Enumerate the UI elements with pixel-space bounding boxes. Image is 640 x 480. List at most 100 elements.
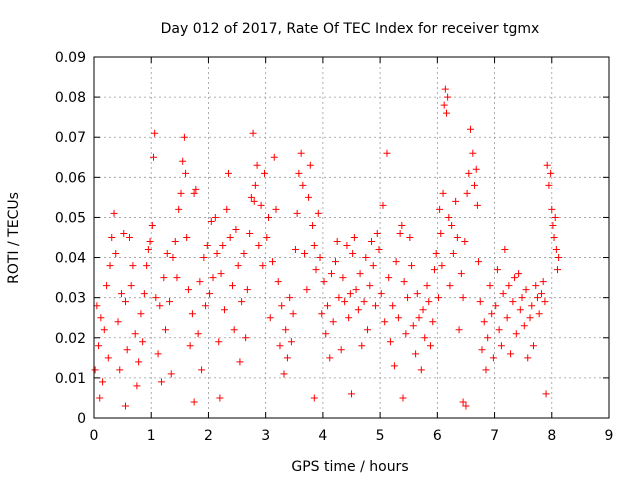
data-point [547,169,555,177]
data-point [167,370,175,378]
data-point [430,266,438,274]
x-tick-label: 4 [318,428,327,444]
data-point [337,346,345,354]
data-point [217,270,225,278]
data-point [303,286,311,294]
data-point [129,262,137,270]
data-point [352,286,360,294]
data-point [266,314,274,322]
data-point [312,266,320,274]
data-point [125,234,133,241]
data-point [398,221,406,229]
data-point [326,354,334,362]
data-point [194,330,202,338]
data-point [493,266,501,274]
data-point [287,338,295,346]
data-point [356,270,364,278]
data-point [286,294,294,302]
data-point [182,169,190,177]
data-point [184,286,192,294]
data-point [482,366,490,374]
data-point [108,234,116,241]
data-point [555,254,563,262]
data-point [452,197,460,205]
data-point [104,354,112,362]
data-point [545,181,553,189]
data-point [143,262,151,270]
data-point [110,209,118,217]
data-point [158,378,166,386]
data-point [322,330,330,338]
data-point [385,274,393,282]
data-point [200,254,208,262]
data-point [97,314,105,322]
data-point [234,262,242,270]
data-point [445,213,453,221]
data-point [341,298,349,306]
data-point [471,181,479,189]
data-point [402,330,410,338]
data-point [190,189,198,197]
data-point [457,270,465,278]
data-point [473,201,481,209]
data-point [112,250,120,258]
x-tick-label: 7 [490,428,499,444]
data-point [455,326,463,334]
data-point [373,229,381,237]
data-point [467,125,475,133]
data-point [552,246,560,254]
y-tick-label: 0.08 [55,90,86,106]
data-point [415,314,423,322]
x-axis-ticks: 0 1 2 3 4 5 6 7 8 9 [90,57,613,444]
data-point [238,298,246,306]
data-point [499,290,507,298]
data-point [95,342,103,350]
y-tick-label: 0.03 [55,291,86,307]
y-axis-label: ROTI / TECUs [6,192,22,284]
data-point [462,402,470,410]
data-point [400,278,408,286]
data-point [529,342,537,350]
data-point [230,326,238,334]
data-points [91,85,563,410]
data-point [151,129,159,137]
data-point [323,302,331,310]
data-point [120,229,128,237]
data-point [350,234,358,241]
data-point [219,242,227,250]
data-point [339,274,347,282]
data-point [203,242,211,250]
data-point [240,250,248,258]
data-point [495,326,503,334]
data-point [146,238,154,246]
y-axis-ticks: 0 0.01 0.02 0.03 0.04 0.05 0.06 0.07 0.08 0.09 [55,50,609,427]
data-point [228,282,236,290]
data-point [117,290,125,298]
data-point [148,221,156,229]
data-point [535,310,543,318]
data-point [188,310,196,318]
data-point [412,350,420,358]
data-point [375,246,383,254]
data-point [524,354,532,362]
data-point [461,238,469,246]
data-point [180,133,188,141]
data-point [383,149,391,157]
data-point [419,306,427,314]
data-point [310,242,318,250]
data-point [276,342,284,350]
data-point [358,342,366,350]
data-point [349,250,357,258]
data-point [226,234,234,241]
data-point [453,234,461,241]
x-tick-label: 6 [433,428,442,444]
data-point [327,270,335,278]
data-point [135,358,143,366]
data-point [423,282,431,290]
data-point [253,161,261,169]
data-point [438,262,446,270]
data-point [368,238,376,246]
data-point [173,274,181,282]
data-point [103,282,111,290]
data-point [439,189,447,197]
